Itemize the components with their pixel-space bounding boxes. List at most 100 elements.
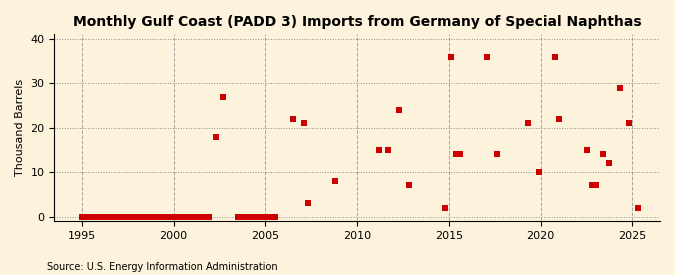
Point <box>374 148 385 152</box>
Point <box>254 214 265 219</box>
Point <box>148 214 159 219</box>
Point <box>265 214 276 219</box>
Point <box>256 214 267 219</box>
Point <box>178 214 188 219</box>
Point <box>108 214 119 219</box>
Point <box>251 214 262 219</box>
Point <box>581 148 592 152</box>
Point <box>238 214 249 219</box>
Point <box>632 205 643 210</box>
Point <box>137 214 148 219</box>
Point <box>176 214 186 219</box>
Point <box>84 214 95 219</box>
Point <box>109 214 120 219</box>
Point <box>141 214 152 219</box>
Point <box>302 201 313 205</box>
Point <box>167 214 178 219</box>
Point <box>194 214 205 219</box>
Point <box>259 214 269 219</box>
Point <box>242 214 252 219</box>
Point <box>587 183 597 188</box>
Point <box>102 214 113 219</box>
Point <box>119 214 130 219</box>
Point <box>82 214 93 219</box>
Point <box>482 54 493 59</box>
Point <box>262 214 273 219</box>
Point <box>173 214 184 219</box>
Point <box>200 214 211 219</box>
Point <box>614 86 625 90</box>
Point <box>155 214 166 219</box>
Point <box>267 214 278 219</box>
Point <box>97 214 107 219</box>
Point <box>113 214 124 219</box>
Point <box>451 152 462 156</box>
Point <box>403 183 414 188</box>
Point <box>80 214 91 219</box>
Point <box>550 54 561 59</box>
Point <box>196 214 207 219</box>
Point <box>115 214 126 219</box>
Point <box>134 214 144 219</box>
Point <box>236 214 247 219</box>
Point <box>533 170 544 174</box>
Point <box>78 214 89 219</box>
Point <box>624 121 634 125</box>
Point <box>126 214 137 219</box>
Text: Source: U.S. Energy Information Administration: Source: U.S. Energy Information Administ… <box>47 262 278 272</box>
Point <box>121 214 132 219</box>
Point <box>144 214 155 219</box>
Point <box>603 161 614 166</box>
Point <box>298 121 309 125</box>
Point <box>440 205 451 210</box>
Point <box>246 214 256 219</box>
Title: Monthly Gulf Coast (PADD 3) Imports from Germany of Special Naphthas: Monthly Gulf Coast (PADD 3) Imports from… <box>73 15 641 29</box>
Point <box>192 214 203 219</box>
Point <box>394 108 405 112</box>
Point <box>188 214 199 219</box>
Point <box>383 148 394 152</box>
Point <box>170 214 181 219</box>
Point <box>597 152 608 156</box>
Point <box>187 214 198 219</box>
Point <box>181 214 192 219</box>
Point <box>111 214 122 219</box>
Point <box>168 214 179 219</box>
Point <box>106 214 117 219</box>
Point <box>201 214 212 219</box>
Point <box>142 214 153 219</box>
Point <box>252 214 263 219</box>
Point <box>165 214 176 219</box>
Point <box>117 214 128 219</box>
Point <box>211 134 221 139</box>
Point <box>86 214 97 219</box>
Point <box>522 121 533 125</box>
Point <box>185 214 196 219</box>
Point <box>104 214 115 219</box>
Point <box>234 214 245 219</box>
Point <box>240 214 250 219</box>
Point <box>198 214 209 219</box>
Point <box>330 179 341 183</box>
Point <box>249 214 260 219</box>
Point <box>183 214 194 219</box>
Point <box>93 214 104 219</box>
Point <box>260 214 271 219</box>
Point <box>454 152 465 156</box>
Point <box>232 214 243 219</box>
Point <box>180 214 190 219</box>
Point <box>95 214 106 219</box>
Point <box>76 214 87 219</box>
Point <box>446 54 456 59</box>
Point <box>130 214 140 219</box>
Point <box>152 214 163 219</box>
Point <box>124 214 135 219</box>
Point <box>88 214 99 219</box>
Point <box>247 214 258 219</box>
Point <box>154 214 165 219</box>
Point <box>157 214 168 219</box>
Point <box>172 214 183 219</box>
Point <box>122 214 133 219</box>
Point <box>203 214 214 219</box>
Point <box>288 117 298 121</box>
